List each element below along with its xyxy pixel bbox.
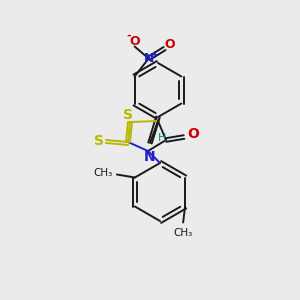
Text: S: S: [94, 134, 104, 148]
Text: O: O: [164, 38, 175, 51]
Text: H: H: [158, 133, 166, 143]
Text: -: -: [126, 31, 131, 40]
Text: N: N: [143, 52, 154, 65]
Text: O: O: [187, 127, 199, 141]
Text: S: S: [123, 108, 133, 122]
Text: CH₃: CH₃: [94, 169, 113, 178]
Text: CH₃: CH₃: [173, 229, 193, 238]
Text: O: O: [129, 35, 140, 48]
Text: N: N: [144, 150, 156, 164]
Text: +: +: [151, 50, 159, 59]
